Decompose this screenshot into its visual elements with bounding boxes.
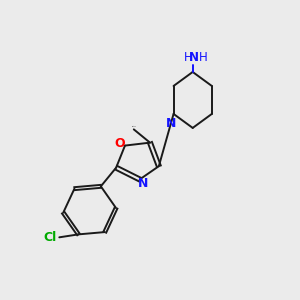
Text: N: N [138,177,148,190]
Text: N: N [165,117,176,130]
Text: O: O [114,137,125,150]
Text: H: H [199,51,207,64]
Text: methyl: methyl [131,126,136,127]
Text: N: N [189,51,199,64]
Text: H: H [184,51,193,64]
Text: Cl: Cl [44,231,57,244]
